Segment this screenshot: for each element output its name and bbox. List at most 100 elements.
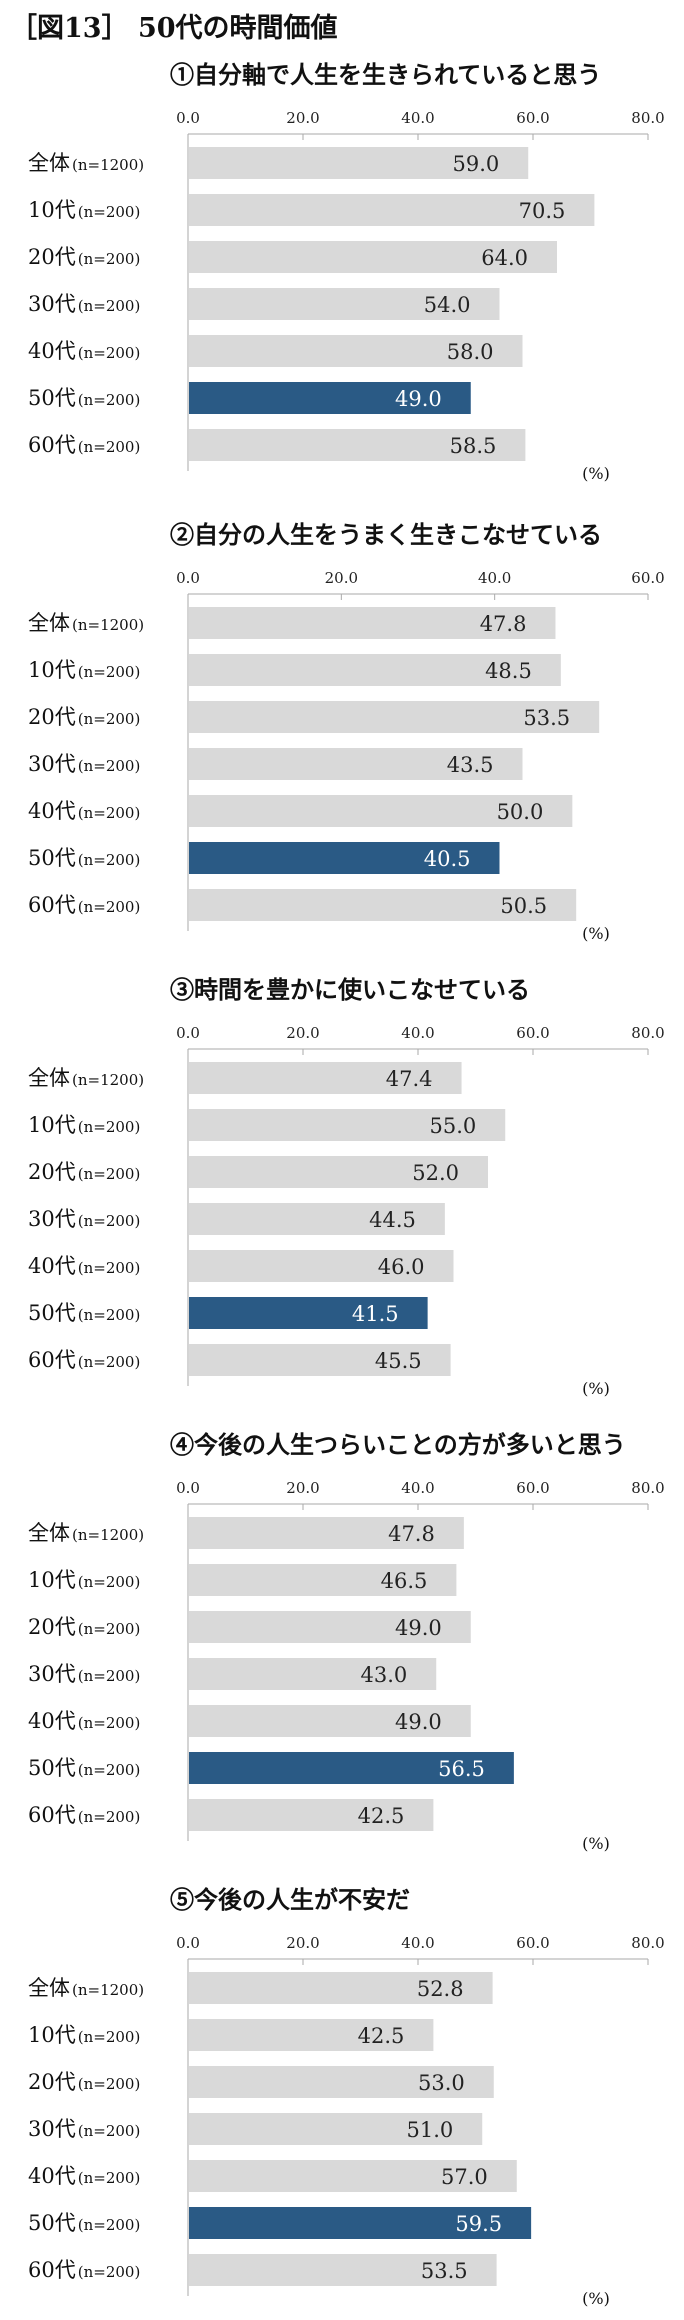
category-label: 50代 (n=200) [28,1756,140,1780]
category-name: 20代 [28,245,76,269]
sample-size: (n=200) [78,663,141,681]
bar-group: 20代 (n=200) 53.5 [28,701,600,733]
category-label: 全体 (n=1200) [28,1066,144,1090]
value-label: 53.5 [421,2259,468,2283]
value-label: 58.5 [450,434,497,458]
bar-group: 60代 (n=200) 45.5 [28,1344,451,1376]
sample-size: (n=200) [78,2028,141,2046]
x-tick-label: 40.0 [401,1934,434,1952]
x-tick-label: 40.0 [401,1024,434,1042]
bar-group: 30代 (n=200) 51.0 [28,2113,483,2145]
bar [189,147,529,179]
category-label: 60代 (n=200) [28,1803,140,1827]
bar [189,1203,445,1235]
x-tick-label: 80.0 [631,1934,664,1952]
category-name: 40代 [28,1709,76,1733]
sample-size: (n=200) [78,851,141,869]
category-label: 40代 (n=200) [28,2164,140,2188]
x-tick-label: 20.0 [286,1024,319,1042]
category-name: 10代 [28,658,76,682]
category-label: 20代 (n=200) [28,245,140,269]
sample-size: (n=200) [78,1761,141,1779]
bar-group: 40代 (n=200) 50.0 [28,795,573,827]
sample-size: (n=200) [78,2263,141,2281]
category-name: 40代 [28,339,76,363]
sample-size: (n=200) [78,2216,141,2234]
category-name: 40代 [28,2164,76,2188]
bar-group: 50代 (n=200) 56.5 [28,1752,514,1784]
x-tick-label: 0.0 [176,569,200,587]
x-tick-label: 0.0 [176,1934,200,1952]
value-label: 43.0 [360,1663,407,1687]
category-label: 10代 (n=200) [28,658,140,682]
bar-highlight [189,1297,428,1329]
sample-size: (n=200) [78,2122,141,2140]
bar [189,1972,493,2004]
bar-group: 50代 (n=200) 49.0 [28,382,471,414]
sample-size: (n=200) [78,2169,141,2187]
value-label: 59.5 [455,2212,502,2236]
bar-group: 40代 (n=200) 57.0 [28,2160,517,2192]
sample-size: (n=200) [78,1714,141,1732]
sample-size: (n=200) [78,1212,141,1230]
sample-size: (n=200) [78,203,141,221]
bar-group: 10代 (n=200) 70.5 [28,194,595,226]
sample-size: (n=200) [78,1118,141,1136]
bar [189,1344,451,1376]
figure-title: ［図13］ 50代の時間価値 [10,13,338,44]
category-name: 60代 [28,1348,76,1372]
x-tick-label: 20.0 [286,1934,319,1952]
value-label: 58.0 [447,340,494,364]
x-tick-label: 0.0 [176,1479,200,1497]
category-name: 50代 [28,2211,76,2235]
bar [189,889,577,921]
sample-size: (n=200) [78,297,141,315]
x-tick-label: 40.0 [478,569,511,587]
x-axis: 0.0 20.0 40.0 60.0 80.0 [176,1024,665,1055]
bar-group: 全体 (n=1200) 47.8 [28,1517,464,1549]
sample-size: (n=200) [78,1259,141,1277]
sample-size: (n=200) [78,2075,141,2093]
bar-group: 30代 (n=200) 43.0 [28,1658,437,1690]
bar [189,2160,517,2192]
bar [189,795,573,827]
sample-size: (n=1200) [72,156,144,174]
category-label: 50代 (n=200) [28,2211,140,2235]
category-label: 40代 (n=200) [28,799,140,823]
category-label: 10代 (n=200) [28,1113,140,1137]
bar-group: 全体 (n=1200) 52.8 [28,1972,493,2004]
category-label: 50代 (n=200) [28,846,140,870]
category-name: 30代 [28,1662,76,1686]
category-label: 30代 (n=200) [28,752,140,776]
value-label: 48.5 [485,659,532,683]
category-label: 全体 (n=1200) [28,151,144,175]
value-label: 44.5 [369,1208,416,1232]
x-tick-label: 60.0 [631,569,664,587]
value-label: 43.5 [447,753,494,777]
chart-panel-2: ②自分の人生をうまく生きこなせている 0.0 20.0 40.0 60.0 全体 (n=12… [0,515,684,955]
x-axis: 0.0 20.0 40.0 60.0 80.0 [176,1479,665,1510]
value-label: 54.0 [424,293,471,317]
sample-size: (n=200) [78,710,141,728]
sample-size: (n=200) [78,1573,141,1591]
bar-highlight [189,1752,514,1784]
bar-group: 60代 (n=200) 58.5 [28,429,526,461]
value-label: 70.5 [519,199,566,223]
category-name: 全体 [28,1521,70,1545]
x-axis: 0.0 20.0 40.0 60.0 80.0 [176,1934,665,1965]
category-name: 50代 [28,1301,76,1325]
category-label: 10代 (n=200) [28,1568,140,1592]
value-label: 42.5 [358,1804,405,1828]
bar [189,1658,437,1690]
category-name: 30代 [28,752,76,776]
sample-size: (n=200) [78,1620,141,1638]
category-name: 10代 [28,198,76,222]
x-tick-label: 80.0 [631,1024,664,1042]
category-name: 50代 [28,846,76,870]
category-name: 20代 [28,1160,76,1184]
sample-size: (n=1200) [72,616,144,634]
category-name: 60代 [28,433,76,457]
category-name: 全体 [28,1976,70,2000]
